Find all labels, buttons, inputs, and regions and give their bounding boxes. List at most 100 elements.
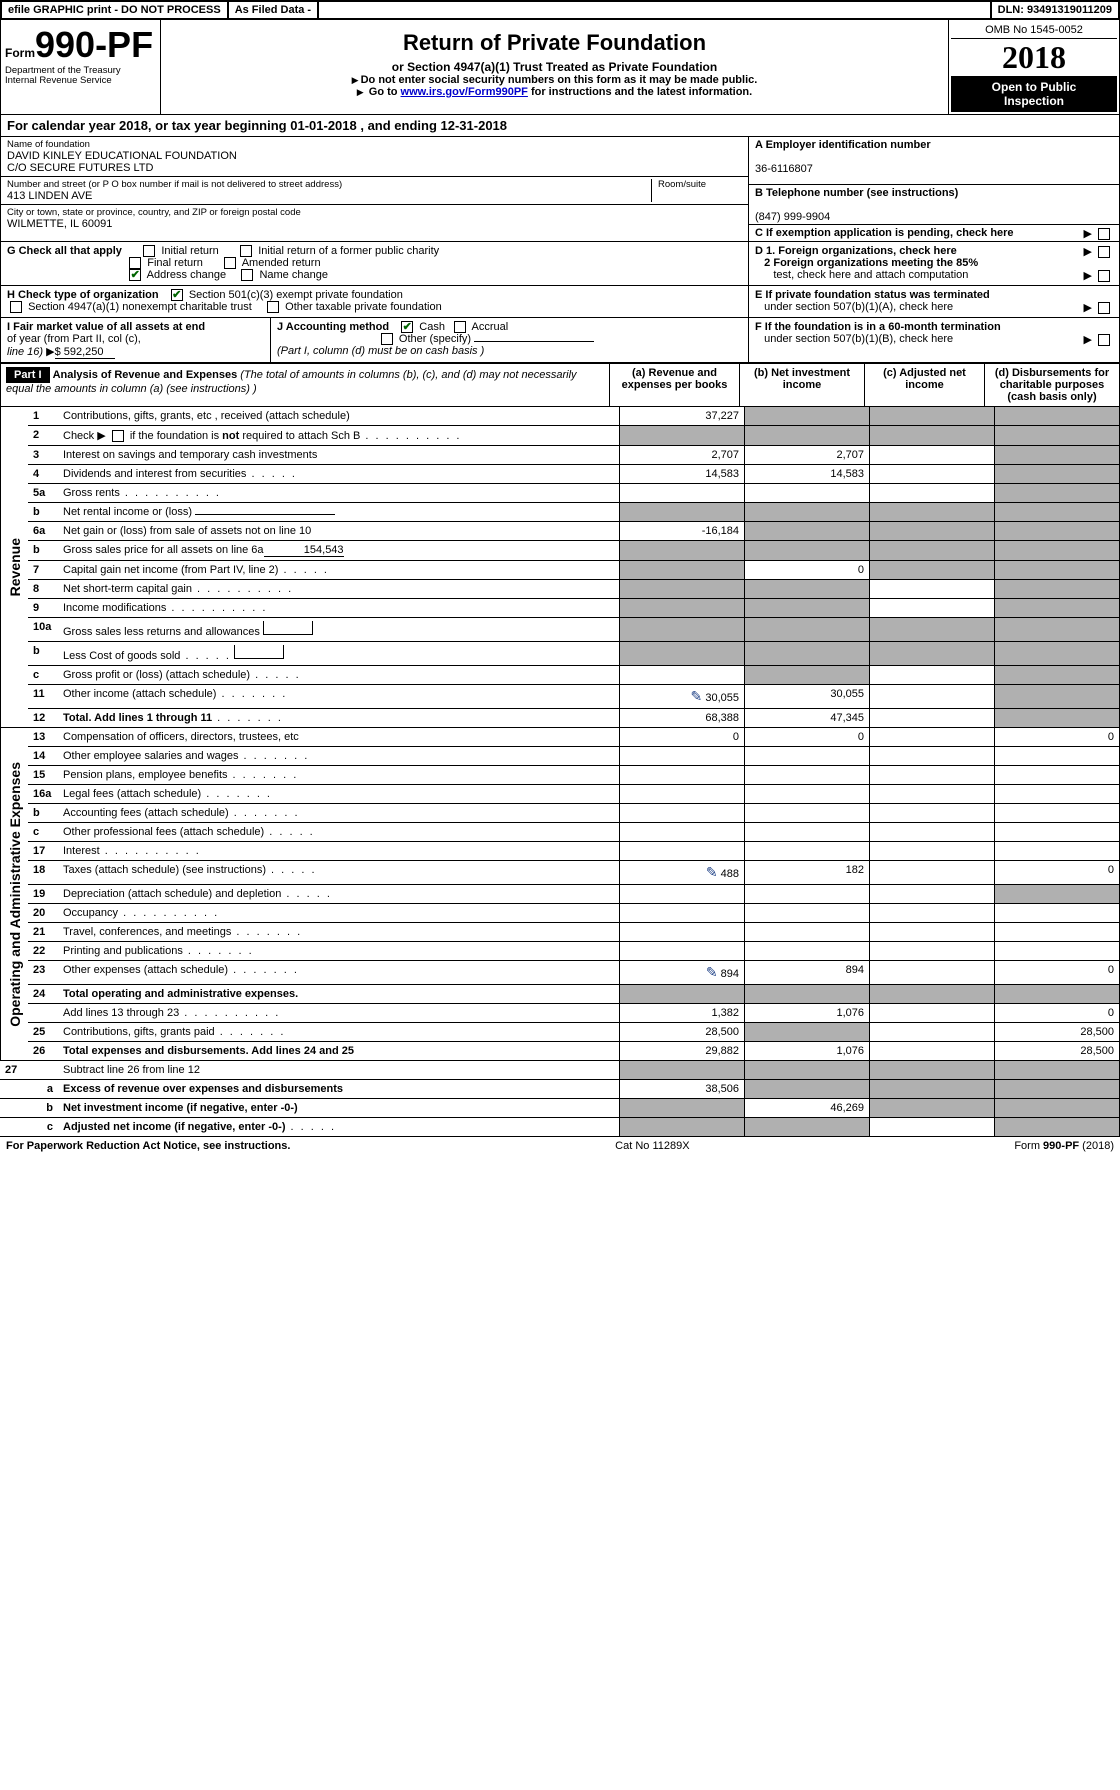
sch-b-cb[interactable] bbox=[112, 430, 124, 442]
row-26: 26Total expenses and disbursements. Add … bbox=[28, 1042, 1120, 1061]
expenses-table: 13Compensation of officers, directors, t… bbox=[28, 728, 1120, 1061]
j-label: J Accounting method bbox=[277, 321, 389, 333]
pencil-icon[interactable]: ✎ bbox=[706, 964, 718, 980]
foundation-co: C/O SECURE FUTURES LTD bbox=[7, 162, 742, 174]
other-method-cb[interactable] bbox=[381, 333, 393, 345]
ssn-warning: Do not enter social security numbers on … bbox=[171, 74, 938, 86]
j-note: (Part I, column (d) must be on cash basi… bbox=[277, 345, 484, 357]
irs-link[interactable]: www.irs.gov/Form990PF bbox=[401, 86, 528, 98]
form-num-text: 990-PF bbox=[35, 24, 153, 65]
col-c-header: (c) Adjusted net income bbox=[865, 364, 985, 407]
row-10b: bLess Cost of goods sold bbox=[28, 642, 1120, 666]
501c3-cb[interactable] bbox=[171, 289, 183, 301]
address-change-cb[interactable] bbox=[129, 269, 141, 281]
row-27: 27Subtract line 26 from line 12 bbox=[0, 1061, 1120, 1080]
row-1: 1Contributions, gifts, grants, etc , rec… bbox=[28, 407, 1120, 426]
row-27b: bNet investment income (if negative, ent… bbox=[0, 1099, 1120, 1118]
other-taxable-cb[interactable] bbox=[267, 301, 279, 313]
row-8: 8Net short-term capital gain bbox=[28, 580, 1120, 599]
header-left: Form990-PF Department of the Treasury In… bbox=[1, 20, 161, 114]
pencil-icon[interactable]: ✎ bbox=[706, 864, 718, 880]
accrual-cb[interactable] bbox=[454, 321, 466, 333]
omb-number: OMB No 1545-0052 bbox=[951, 22, 1117, 39]
exemption-checkbox[interactable] bbox=[1098, 228, 1110, 240]
section-h-e: H Check type of organization Section 501… bbox=[0, 286, 1120, 318]
g-label: G Check all that apply bbox=[7, 245, 122, 257]
page-footer: For Paperwork Reduction Act Notice, see … bbox=[0, 1137, 1120, 1155]
4947-cb[interactable] bbox=[10, 301, 22, 313]
dept-irs: Internal Revenue Service bbox=[5, 76, 156, 86]
pencil-icon[interactable]: ✎ bbox=[691, 688, 703, 704]
efile-notice: efile GRAPHIC print - DO NOT PROCESS bbox=[2, 2, 229, 18]
col-d-header: (d) Disbursements for charitable purpose… bbox=[985, 364, 1120, 407]
row-9: 9Income modifications bbox=[28, 599, 1120, 618]
initial-return-cb[interactable] bbox=[143, 245, 155, 257]
foreign-org-cb[interactable] bbox=[1098, 246, 1110, 258]
revenue-section: Revenue 1Contributions, gifts, grants, e… bbox=[0, 407, 1120, 728]
identity-block: Name of foundation DAVID KINLEY EDUCATIO… bbox=[0, 137, 1120, 242]
revenue-side-label: Revenue bbox=[7, 538, 23, 596]
row-27a: aExcess of revenue over expenses and dis… bbox=[0, 1080, 1120, 1099]
h-label: H Check type of organization bbox=[7, 289, 159, 301]
row-22: 22Printing and publications bbox=[28, 942, 1120, 961]
row-18: 18Taxes (attach schedule) (see instructi… bbox=[28, 861, 1120, 885]
row-6b: bGross sales price for all assets on lin… bbox=[28, 541, 1120, 561]
section-g-d: G Check all that apply Initial return In… bbox=[0, 242, 1120, 286]
row-16b: bAccounting fees (attach schedule) bbox=[28, 804, 1120, 823]
ein-value: 36-6116807 bbox=[755, 163, 813, 175]
row-14: 14Other employee salaries and wages bbox=[28, 747, 1120, 766]
city-cell: City or town, state or province, country… bbox=[1, 205, 748, 232]
cat-number: Cat No 11289X bbox=[615, 1140, 689, 1152]
row-15: 15Pension plans, employee benefits bbox=[28, 766, 1120, 785]
row-7: 7Capital gain net income (from Part IV, … bbox=[28, 561, 1120, 580]
calendar-year-row: For calendar year 2018, or tax year begi… bbox=[0, 115, 1120, 137]
tax-year: 2018 bbox=[951, 39, 1117, 76]
room-suite-label: Room/suite bbox=[658, 179, 742, 190]
d1-label: D 1. Foreign organizations, check here bbox=[755, 245, 957, 257]
row-24-sum: Add lines 13 through 231,3821,0760 bbox=[28, 1004, 1120, 1023]
revenue-table: 1Contributions, gifts, grants, etc , rec… bbox=[28, 407, 1120, 728]
expenses-section: Operating and Administrative Expenses 13… bbox=[0, 728, 1120, 1061]
row-5a: 5aGross rents bbox=[28, 484, 1120, 503]
part1-title: Analysis of Revenue and Expenses (The to… bbox=[6, 369, 577, 395]
line-27-table: 27Subtract line 26 from line 12 aExcess … bbox=[0, 1061, 1120, 1137]
fmv-value: $ 592,250 bbox=[55, 346, 115, 359]
row-17: 17Interest bbox=[28, 842, 1120, 861]
topbar-spacer bbox=[319, 8, 990, 12]
form-subtitle: or Section 4947(a)(1) Trust Treated as P… bbox=[171, 60, 938, 74]
row-6a: 6aNet gain or (loss) from sale of assets… bbox=[28, 522, 1120, 541]
paperwork-notice: For Paperwork Reduction Act Notice, see … bbox=[6, 1140, 290, 1152]
form-footer-label: Form 990-PF (2018) bbox=[1014, 1140, 1114, 1152]
header-right: OMB No 1545-0052 2018 Open to PublicInsp… bbox=[949, 20, 1119, 114]
header-center: Return of Private Foundation or Section … bbox=[161, 20, 949, 114]
dln: DLN: 93491319011209 bbox=[990, 2, 1118, 18]
row-2: 2Check ▶ if the foundation is not requir… bbox=[28, 426, 1120, 446]
exemption-pending-cell: C If exemption application is pending, c… bbox=[749, 225, 1119, 241]
final-return-cb[interactable] bbox=[129, 257, 141, 269]
row-16c: cOther professional fees (attach schedul… bbox=[28, 823, 1120, 842]
section-i-j-f: I Fair market value of all assets at end… bbox=[0, 318, 1120, 363]
form-number: Form990-PF bbox=[5, 31, 153, 64]
top-bar: efile GRAPHIC print - DO NOT PROCESS As … bbox=[0, 0, 1120, 20]
city-state-zip: WILMETTE, IL 60091 bbox=[7, 218, 742, 230]
part1-header-table: Part I Analysis of Revenue and Expenses … bbox=[0, 363, 1120, 407]
phone-value: (847) 999-9904 bbox=[755, 211, 830, 223]
amended-return-cb[interactable] bbox=[224, 257, 236, 269]
goto-link-line: Go to www.irs.gov/Form990PF for instruct… bbox=[171, 86, 938, 98]
form-title: Return of Private Foundation bbox=[171, 30, 938, 56]
row-21: 21Travel, conferences, and meetings bbox=[28, 923, 1120, 942]
foundation-name-cell: Name of foundation DAVID KINLEY EDUCATIO… bbox=[1, 137, 748, 177]
form-prefix: Form bbox=[5, 46, 35, 60]
initial-former-cb[interactable] bbox=[240, 245, 252, 257]
60-month-cb[interactable] bbox=[1098, 334, 1110, 346]
name-change-cb[interactable] bbox=[241, 269, 253, 281]
row-11: 11Other income (attach schedule)✎ 30,055… bbox=[28, 685, 1120, 709]
terminated-cb[interactable] bbox=[1098, 302, 1110, 314]
year-end: 12-31-2018 bbox=[441, 118, 508, 133]
row-13: 13Compensation of officers, directors, t… bbox=[28, 728, 1120, 747]
cash-cb[interactable] bbox=[401, 321, 413, 333]
foreign-85-cb[interactable] bbox=[1098, 270, 1110, 282]
row-5b: bNet rental income or (loss) bbox=[28, 503, 1120, 522]
row-3: 3Interest on savings and temporary cash … bbox=[28, 446, 1120, 465]
year-begin: 01-01-2018 bbox=[290, 118, 357, 133]
